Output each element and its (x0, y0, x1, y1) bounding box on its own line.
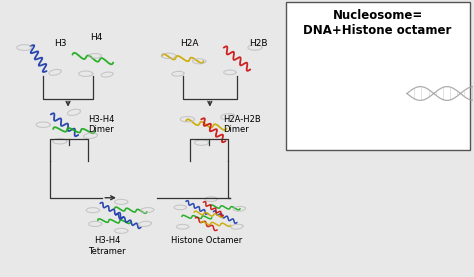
Text: Histone Octamer: Histone Octamer (171, 236, 242, 245)
Text: H3-H4
Dimer: H3-H4 Dimer (88, 115, 115, 134)
Text: H3-H4
Tetramer: H3-H4 Tetramer (88, 236, 126, 256)
Text: H4: H4 (91, 33, 103, 42)
Text: H3: H3 (54, 39, 66, 48)
FancyBboxPatch shape (286, 1, 470, 150)
Text: H2A: H2A (180, 39, 199, 48)
Text: Nucleosome=
DNA+Histone octamer: Nucleosome= DNA+Histone octamer (303, 9, 452, 37)
Text: H2A-H2B
Dimer: H2A-H2B Dimer (223, 115, 261, 134)
Text: H2B: H2B (249, 39, 267, 48)
